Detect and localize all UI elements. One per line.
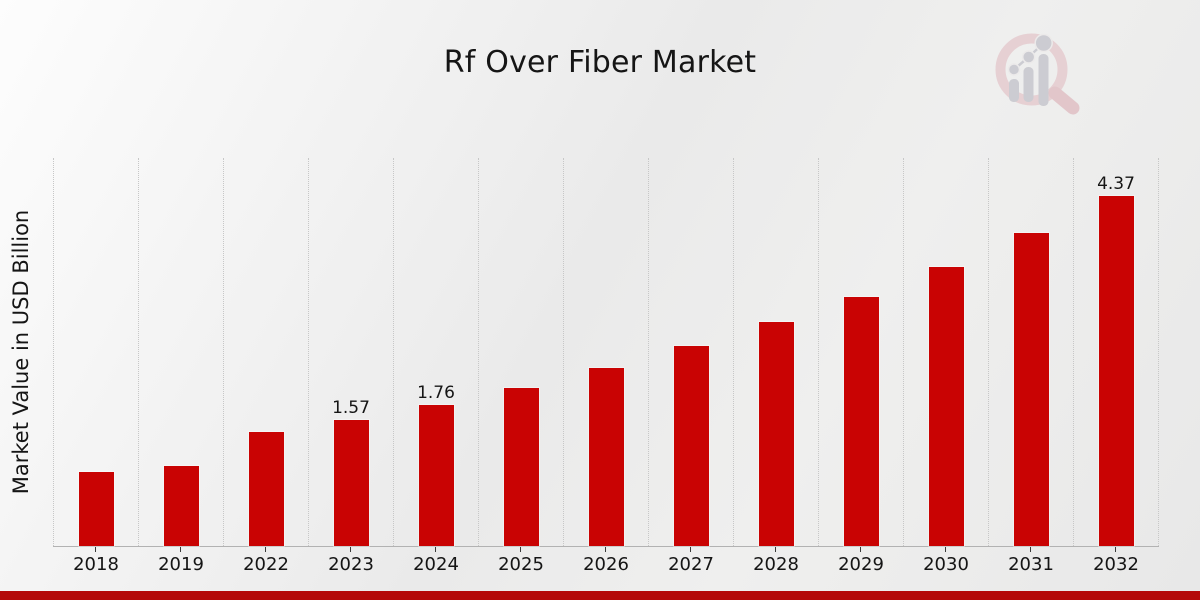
x-axis-tick <box>520 547 521 552</box>
x-axis-tick <box>775 547 776 552</box>
chart-slot: 2025 <box>478 158 563 575</box>
bar-value-label: 4.37 <box>1097 173 1135 194</box>
bar-2032 <box>1098 196 1134 546</box>
x-tick-label: 2022 <box>243 554 289 575</box>
x-tick-label: 2028 <box>753 554 799 575</box>
x-axis-tick <box>1030 547 1031 552</box>
chart-slot: 2022 <box>223 158 308 575</box>
chart-slot: 4.37 2032 <box>1073 158 1159 575</box>
x-tick-label: 2031 <box>1008 554 1054 575</box>
chart-slot: 2019 <box>138 158 223 575</box>
bar-2028 <box>758 322 794 546</box>
x-tick-label: 2018 <box>73 554 119 575</box>
x-axis-tick <box>350 547 351 552</box>
x-tick-label: 2026 <box>583 554 629 575</box>
bar-value-label: 1.57 <box>332 397 370 418</box>
x-axis-tick <box>95 547 96 552</box>
x-axis-tick <box>690 547 691 552</box>
bar-2031 <box>1013 233 1049 546</box>
x-tick-label: 2029 <box>838 554 884 575</box>
bar-2018 <box>78 472 114 546</box>
x-axis-tick <box>1115 547 1116 552</box>
chart-slot: 2026 <box>563 158 648 575</box>
x-tick-label: 2019 <box>158 554 204 575</box>
bottom-banner <box>0 591 1200 600</box>
bar-2024 <box>418 405 454 546</box>
bar-2025 <box>503 388 539 546</box>
x-tick-label: 2025 <box>498 554 544 575</box>
chart-slot: 2030 <box>903 158 988 575</box>
x-axis-tick <box>265 547 266 552</box>
chart-slot: 2028 <box>733 158 818 575</box>
chart-slot: 2018 <box>53 158 138 575</box>
plot-slots: 2018 2019 2022 1.57 2023 1.76 2024 2025 2026 2027… <box>53 158 1159 575</box>
x-axis-tick <box>605 547 606 552</box>
x-tick-label: 2023 <box>328 554 374 575</box>
chart-slot: 2031 <box>988 158 1073 575</box>
bar-2023 <box>333 420 369 546</box>
chart-slot: 1.57 2023 <box>308 158 393 575</box>
magnifier-bar-chart-logo-icon <box>995 33 1080 115</box>
bar-2019 <box>163 466 199 546</box>
chart-slot: 1.76 2024 <box>393 158 478 575</box>
x-axis-tick <box>435 547 436 552</box>
chart-slot: 2029 <box>818 158 903 575</box>
chart-title: Rf Over Fiber Market <box>443 45 757 80</box>
x-axis-tick <box>945 547 946 552</box>
bar-2027 <box>673 346 709 546</box>
x-tick-label: 2030 <box>923 554 969 575</box>
x-axis-tick <box>860 547 861 552</box>
plot-area: 2018 2019 2022 1.57 2023 1.76 2024 2025 2026 2027… <box>53 158 1159 575</box>
x-tick-label: 2032 <box>1093 554 1139 575</box>
bar-2030 <box>928 266 964 546</box>
x-tick-label: 2024 <box>413 554 459 575</box>
bar-2026 <box>588 368 624 546</box>
bar-value-label: 1.76 <box>417 382 455 403</box>
x-tick-label: 2027 <box>668 554 714 575</box>
chart-slot: 2027 <box>648 158 733 575</box>
x-axis-tick <box>180 547 181 552</box>
bar-2029 <box>843 297 879 546</box>
bar-2022 <box>248 432 284 546</box>
y-axis-label: Market Value in USD Billion <box>9 209 33 495</box>
